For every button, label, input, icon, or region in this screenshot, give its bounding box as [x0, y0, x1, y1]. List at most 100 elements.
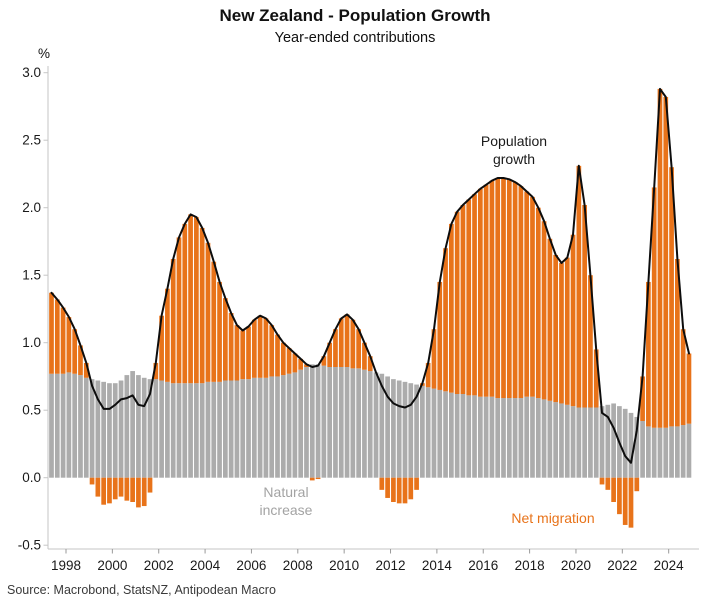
natural-increase-bar	[83, 377, 89, 478]
x-tick-label: 2004	[190, 558, 221, 573]
natural-increase-bar	[246, 379, 251, 478]
natural-increase-bar	[599, 406, 605, 478]
net-migration-bar	[112, 477, 118, 500]
net-migration-bar	[159, 315, 164, 381]
natural-increase-bar	[60, 373, 66, 478]
net-migration-bar	[483, 184, 489, 397]
net-migration-bar	[564, 257, 570, 405]
net-migration-bar	[95, 477, 101, 497]
net-migration-bar	[54, 299, 60, 374]
net-migration-bar	[605, 477, 611, 490]
natural-increase-bar	[362, 369, 367, 478]
net-migration-bar	[622, 477, 628, 525]
net-migration-bar	[350, 319, 356, 369]
net-migration-bar	[205, 242, 211, 382]
net-migration-bar	[553, 254, 559, 403]
net-migration-bar	[240, 330, 246, 380]
natural-increase-bar	[89, 379, 95, 478]
net-migration-bar	[611, 477, 616, 502]
net-migration-bar	[367, 356, 373, 372]
natural-increase-bar	[680, 425, 686, 478]
net-migration-bar	[107, 477, 112, 504]
natural-increase-bar	[651, 427, 657, 478]
natural-increase-bar	[280, 375, 286, 478]
net-migration-bar	[60, 307, 66, 374]
chart-title: New Zealand - Population Growth	[219, 6, 490, 25]
x-tick-label: 2006	[236, 558, 266, 573]
net-migration-bar	[506, 179, 512, 399]
natural-increase-bar	[251, 377, 257, 478]
natural-increase-bar	[66, 372, 72, 478]
natural-increase-bar	[269, 376, 275, 478]
y-tick-label: 1.0	[22, 335, 41, 350]
x-tick-label: 2016	[468, 558, 498, 573]
net-migration-bar	[512, 182, 518, 399]
natural-increase-bar	[646, 426, 651, 478]
y-tick-label: 2.5	[22, 133, 41, 148]
net-migration-bar	[495, 178, 501, 399]
net-migration-bar	[315, 477, 321, 480]
natural-increase-bar	[466, 395, 472, 478]
net-migration-bar	[298, 358, 304, 370]
natural-increase-bar	[240, 379, 246, 478]
x-tick-label: 2014	[422, 558, 453, 573]
natural-increase-bar	[414, 384, 419, 478]
net-migration-bar	[153, 362, 159, 380]
net-migration-bar	[263, 318, 269, 378]
net-migration-annotation: Net migration	[511, 510, 594, 526]
natural-increase-bar	[553, 402, 559, 478]
net-migration-bar	[530, 196, 535, 397]
net-migration-bar	[541, 221, 547, 400]
natural-increase-bar	[292, 372, 298, 478]
net-migration-bar	[344, 314, 350, 367]
natural-increase-bar	[669, 426, 674, 478]
x-tick-label: 2022	[607, 558, 637, 573]
net-migration-bar	[472, 194, 477, 396]
net-migration-bar	[379, 477, 385, 490]
chart-subtitle: Year-ended contributions	[275, 30, 436, 46]
natural-increase-bar	[495, 398, 501, 478]
x-tick-label: 2008	[283, 558, 313, 573]
net-migration-bar	[593, 349, 599, 408]
y-tick-label: 1.5	[22, 268, 41, 283]
natural-increase-bar	[165, 381, 170, 478]
net-migration-bar	[83, 362, 89, 378]
net-migration-bar	[518, 186, 524, 399]
natural-increase-bar	[518, 398, 524, 478]
plot-area: 3.0 2.5 2.0 1.5 1.0 0.5 0.0 -0.5 1998 2000 2002 200…	[18, 65, 699, 573]
natural-increase-bar	[535, 398, 541, 478]
net-migration-bar	[559, 263, 564, 404]
natural-increase-bar	[124, 375, 130, 478]
net-migration-bar	[49, 292, 54, 374]
natural-increase-bar	[530, 396, 535, 478]
x-tick-label: 2020	[561, 558, 591, 573]
natural-increase-bar	[182, 383, 188, 478]
x-tick-label: 2012	[375, 558, 405, 573]
net-migration-bar	[657, 88, 663, 428]
natural-increase-bar	[72, 373, 78, 478]
natural-increase-bar	[257, 377, 263, 478]
natural-increase-bar	[454, 394, 460, 478]
natural-increase-bar	[663, 427, 669, 478]
natural-increase-bar	[605, 404, 611, 478]
net-migration-bar	[651, 187, 657, 428]
net-migration-bar	[170, 259, 176, 384]
x-tick-label: 1998	[51, 558, 81, 573]
net-migration-bar	[292, 353, 298, 373]
natural-increase-bar	[443, 391, 448, 478]
natural-increase-annotation-line2: increase	[260, 502, 313, 518]
natural-increase-bar	[153, 379, 159, 478]
natural-increase-bar	[304, 367, 309, 478]
y-tick-label: 3.0	[22, 65, 41, 80]
natural-increase-bar	[425, 387, 431, 478]
natural-increase-bar	[228, 380, 234, 478]
net-migration-bar	[524, 191, 530, 397]
natural-increase-bar	[234, 380, 240, 478]
natural-increase-bar	[675, 426, 680, 478]
net-migration-bar	[89, 477, 95, 485]
net-migration-bar	[217, 281, 222, 382]
natural-increase-bar	[147, 379, 153, 478]
net-migration-bar	[680, 329, 686, 426]
net-migration-bar	[141, 477, 147, 507]
natural-increase-bar	[350, 368, 356, 478]
